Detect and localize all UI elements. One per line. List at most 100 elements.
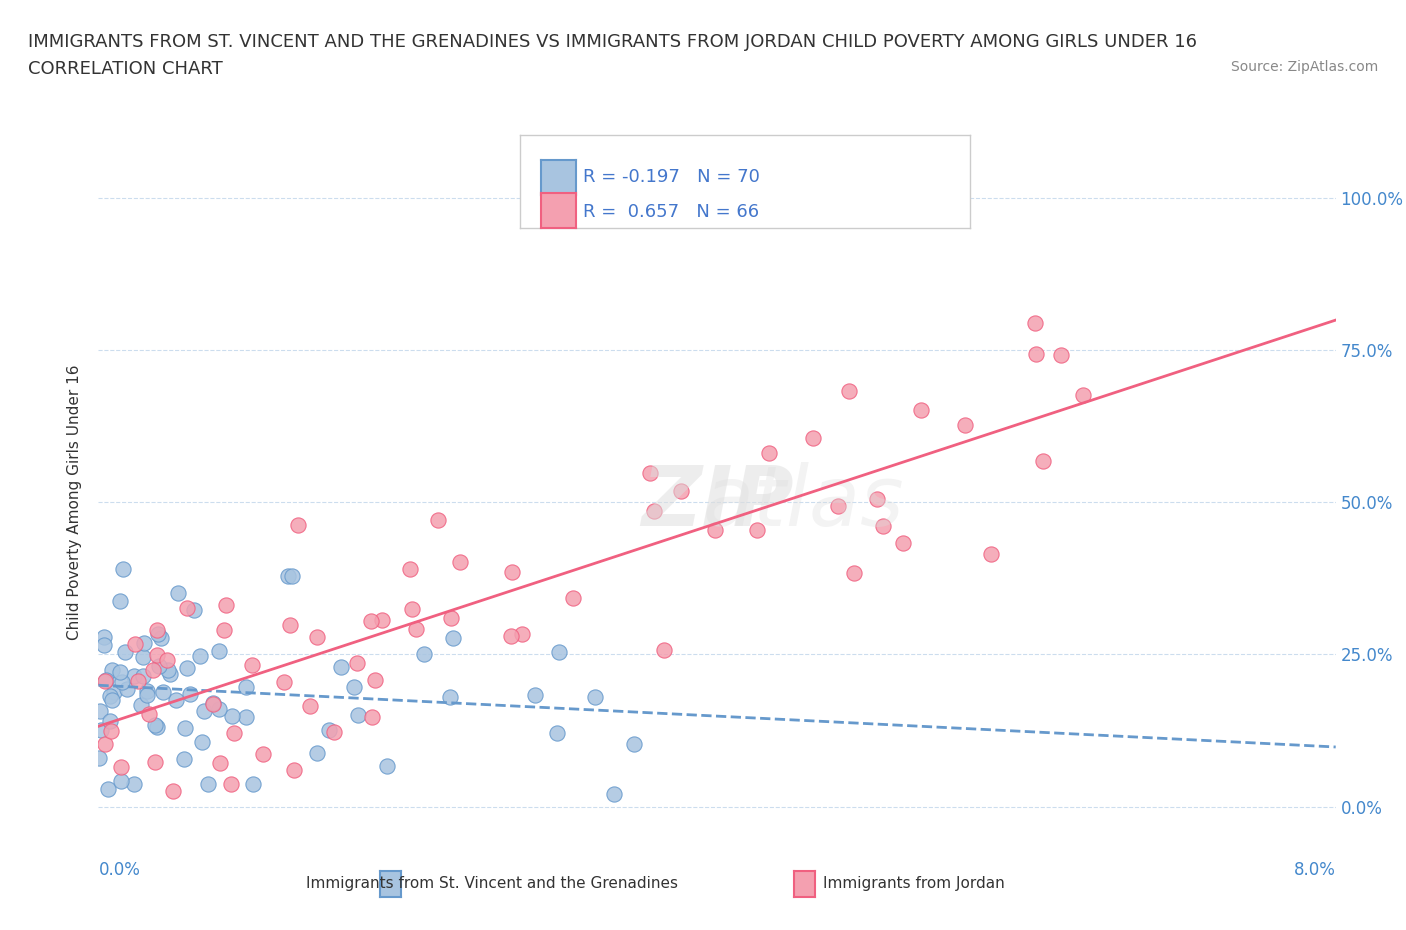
Point xyxy=(117,682,139,697)
Point xyxy=(114,644,136,659)
Point xyxy=(132,650,155,665)
Point xyxy=(643,503,665,518)
Point xyxy=(103,684,125,699)
Point xyxy=(89,703,111,718)
Point xyxy=(252,746,274,761)
Point xyxy=(129,698,152,712)
Point xyxy=(90,723,112,737)
Point xyxy=(174,721,197,736)
Point xyxy=(127,673,149,688)
Point xyxy=(346,656,368,671)
Point xyxy=(287,518,309,533)
Point xyxy=(215,598,238,613)
Point xyxy=(132,635,155,650)
Point xyxy=(111,562,134,577)
Point xyxy=(179,686,201,701)
Point xyxy=(176,601,198,616)
Point xyxy=(307,745,329,760)
Point xyxy=(201,696,224,711)
Point xyxy=(98,714,121,729)
Text: Immigrants from St. Vincent and the Grenadines: Immigrants from St. Vincent and the Gren… xyxy=(307,876,678,891)
Point xyxy=(1025,346,1047,361)
Point xyxy=(193,703,215,718)
Point xyxy=(240,658,263,672)
Point xyxy=(703,523,725,538)
Point xyxy=(281,569,304,584)
Point xyxy=(277,568,299,583)
Text: atlas: atlas xyxy=(703,461,904,543)
Point xyxy=(523,688,546,703)
Point xyxy=(176,660,198,675)
Text: Immigrants from Jordan: Immigrants from Jordan xyxy=(823,876,1005,891)
Point xyxy=(844,565,866,580)
Text: R = -0.197   N = 70: R = -0.197 N = 70 xyxy=(583,167,761,186)
Point xyxy=(510,627,533,642)
Point xyxy=(412,646,434,661)
Point xyxy=(122,777,145,791)
Point xyxy=(156,662,179,677)
Point xyxy=(138,707,160,722)
Point xyxy=(1024,315,1046,330)
Point xyxy=(1032,454,1054,469)
Point xyxy=(603,787,626,802)
Point xyxy=(100,724,122,739)
Point xyxy=(439,690,461,705)
Point xyxy=(124,669,146,684)
Point xyxy=(758,446,780,461)
Point xyxy=(183,603,205,618)
Point xyxy=(872,519,894,534)
Point xyxy=(101,663,124,678)
Point xyxy=(546,725,568,740)
Point xyxy=(166,585,188,600)
Point xyxy=(426,512,449,527)
Point xyxy=(221,708,243,723)
Point xyxy=(583,690,606,705)
Point xyxy=(1050,348,1073,363)
Text: R =  0.657   N = 66: R = 0.657 N = 66 xyxy=(583,203,759,221)
Point xyxy=(208,701,231,716)
Point xyxy=(837,384,859,399)
Point xyxy=(108,664,131,679)
Point xyxy=(143,717,166,732)
Text: IMMIGRANTS FROM ST. VINCENT AND THE GRENADINES VS IMMIGRANTS FROM JORDAN CHILD P: IMMIGRANTS FROM ST. VINCENT AND THE GREN… xyxy=(28,33,1197,50)
Point xyxy=(142,663,165,678)
Point xyxy=(132,668,155,683)
Point xyxy=(361,710,384,724)
Point xyxy=(162,784,184,799)
Point xyxy=(197,777,219,791)
Point xyxy=(111,674,134,689)
Point xyxy=(235,710,257,724)
Point xyxy=(165,693,187,708)
Point xyxy=(652,643,675,658)
Point xyxy=(156,652,179,667)
Point xyxy=(283,762,305,777)
Point xyxy=(149,631,172,645)
Point xyxy=(371,613,394,628)
Point xyxy=(98,688,121,703)
Point xyxy=(377,759,399,774)
Point xyxy=(623,737,645,751)
Point xyxy=(548,644,571,659)
Point xyxy=(124,636,146,651)
Point xyxy=(803,431,825,445)
Point xyxy=(305,630,328,644)
Text: CORRELATION CHART: CORRELATION CHART xyxy=(28,60,224,78)
Point xyxy=(827,498,849,513)
Point xyxy=(93,637,115,652)
Point xyxy=(146,627,169,642)
Point xyxy=(101,693,124,708)
Point xyxy=(94,737,117,751)
Point xyxy=(97,782,120,797)
Point xyxy=(745,523,768,538)
Text: 8.0%: 8.0% xyxy=(1294,860,1336,879)
Point xyxy=(235,679,257,694)
Point xyxy=(148,658,170,673)
Point xyxy=(159,666,181,681)
Point xyxy=(501,565,523,579)
Point xyxy=(143,754,166,769)
Point xyxy=(219,777,242,791)
Point xyxy=(94,673,117,688)
Point xyxy=(499,629,522,644)
Point xyxy=(298,698,321,713)
Point xyxy=(108,593,131,608)
